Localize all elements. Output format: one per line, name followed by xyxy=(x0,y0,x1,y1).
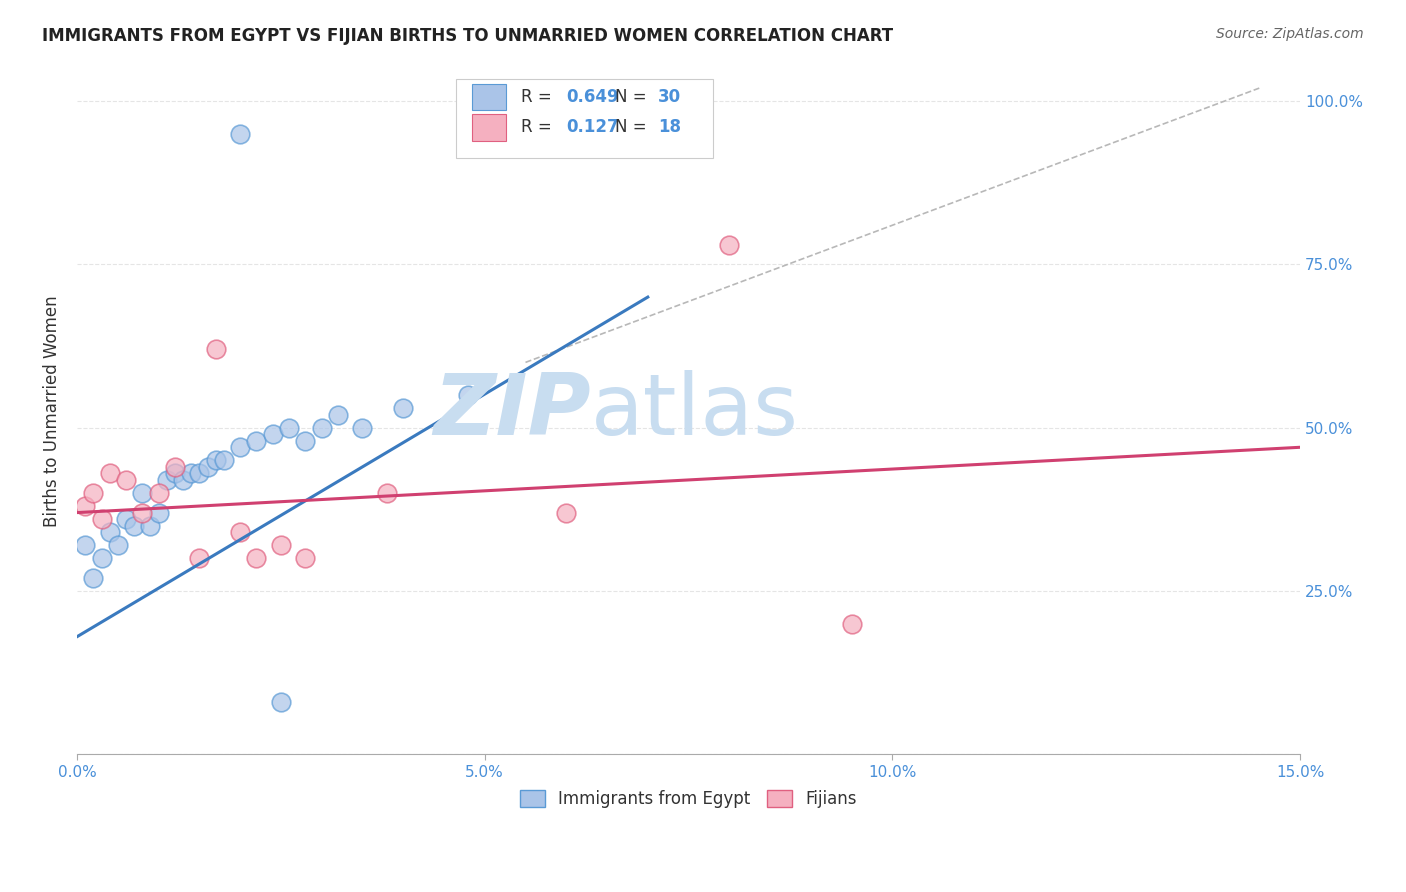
Point xyxy=(75,538,97,552)
Point xyxy=(148,486,170,500)
Point xyxy=(115,512,138,526)
Text: N =: N = xyxy=(616,87,647,105)
Point xyxy=(163,467,186,481)
Point xyxy=(229,525,252,540)
Point xyxy=(841,616,863,631)
Point xyxy=(172,473,194,487)
Point xyxy=(204,453,226,467)
Point xyxy=(311,420,333,434)
FancyBboxPatch shape xyxy=(472,114,506,141)
Point xyxy=(163,459,186,474)
Point xyxy=(122,518,145,533)
Point xyxy=(204,343,226,357)
Text: 18: 18 xyxy=(658,119,681,136)
Point xyxy=(82,571,104,585)
Point xyxy=(294,434,316,448)
FancyBboxPatch shape xyxy=(472,84,506,110)
Point xyxy=(131,486,153,500)
Point xyxy=(229,440,252,454)
Point xyxy=(90,551,112,566)
Point xyxy=(197,459,219,474)
Point xyxy=(457,388,479,402)
Point xyxy=(90,512,112,526)
Point xyxy=(148,506,170,520)
Point xyxy=(270,695,292,709)
Point xyxy=(107,538,129,552)
Text: Source: ZipAtlas.com: Source: ZipAtlas.com xyxy=(1216,27,1364,41)
Point xyxy=(188,551,211,566)
Point xyxy=(375,486,398,500)
Text: 0.127: 0.127 xyxy=(567,119,619,136)
Point xyxy=(82,486,104,500)
Point xyxy=(245,434,267,448)
Point xyxy=(352,420,374,434)
Y-axis label: Births to Unmarried Women: Births to Unmarried Women xyxy=(44,295,60,527)
Point xyxy=(278,420,301,434)
Legend: Immigrants from Egypt, Fijians: Immigrants from Egypt, Fijians xyxy=(513,783,863,814)
Text: 30: 30 xyxy=(658,87,681,105)
Point xyxy=(98,525,121,540)
Text: R =: R = xyxy=(522,87,557,105)
Point xyxy=(156,473,179,487)
Text: N =: N = xyxy=(616,119,647,136)
FancyBboxPatch shape xyxy=(456,78,713,158)
Point xyxy=(294,551,316,566)
Point xyxy=(229,127,252,141)
Text: 0.649: 0.649 xyxy=(567,87,619,105)
Point xyxy=(139,518,162,533)
Point xyxy=(131,506,153,520)
Point xyxy=(555,506,578,520)
Text: atlas: atlas xyxy=(591,370,799,453)
Point xyxy=(75,499,97,513)
Point xyxy=(115,473,138,487)
Text: ZIP: ZIP xyxy=(433,370,591,453)
Text: R =: R = xyxy=(522,119,557,136)
Point xyxy=(212,453,235,467)
Point xyxy=(392,401,415,416)
Point xyxy=(262,427,284,442)
Point xyxy=(180,467,202,481)
Text: IMMIGRANTS FROM EGYPT VS FIJIAN BIRTHS TO UNMARRIED WOMEN CORRELATION CHART: IMMIGRANTS FROM EGYPT VS FIJIAN BIRTHS T… xyxy=(42,27,893,45)
Point xyxy=(98,467,121,481)
Point xyxy=(188,467,211,481)
Point xyxy=(270,538,292,552)
Point xyxy=(326,408,349,422)
Point xyxy=(245,551,267,566)
Point xyxy=(718,237,741,252)
